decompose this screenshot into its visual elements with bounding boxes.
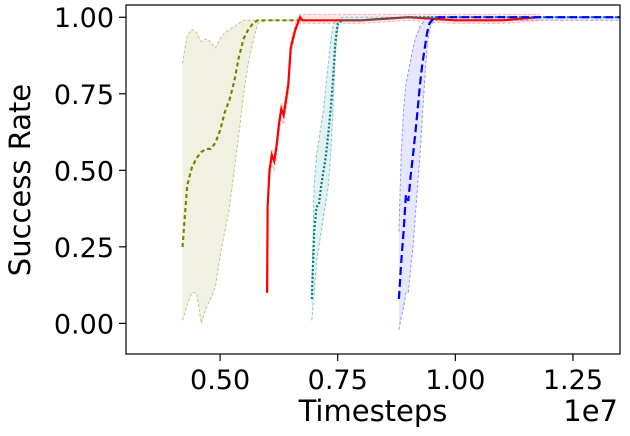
series-3-band-high — [398, 16, 620, 232]
series-2-band-low — [311, 16, 620, 321]
series-1-band-low — [266, 19, 541, 293]
series-lines — [181, 14, 620, 299]
y-tick-label: 0.50 — [54, 156, 114, 187]
x-axis-label: Timesteps — [298, 394, 448, 428]
series-0-line — [181, 19, 305, 247]
series-2-line — [310, 16, 620, 299]
plot-area-frame — [125, 4, 621, 355]
series-3-band — [398, 17, 620, 330]
series-3-line — [397, 16, 620, 299]
y-tick-label: 1.00 — [54, 3, 114, 34]
series-0-band-high — [182, 19, 305, 64]
confidence-bands — [182, 13, 620, 330]
y-tick-label: 0.75 — [54, 80, 114, 111]
x-tick-label: 1.25 — [543, 365, 603, 396]
y-tick-label: 0.00 — [54, 309, 114, 340]
y-tick-label: 0.25 — [54, 233, 114, 264]
series-0-band — [182, 20, 305, 324]
series-0-band-low — [182, 19, 305, 324]
x-axis-ticks: 0.50 0.75 1.00 1.25 — [190, 354, 603, 396]
x-axis-scale-label: 1e7 — [563, 394, 618, 428]
y-axis-label: Success Rate — [3, 84, 37, 276]
series-2-band-high — [311, 16, 620, 293]
series-3-band-low — [398, 19, 620, 330]
y-axis-ticks: 0.00 0.25 0.50 0.75 1.00 — [54, 3, 126, 340]
x-tick-label: 0.75 — [308, 365, 368, 396]
x-tick-label: 1.00 — [425, 365, 485, 396]
series-2-band — [311, 17, 620, 321]
x-tick-label: 0.50 — [190, 365, 250, 396]
